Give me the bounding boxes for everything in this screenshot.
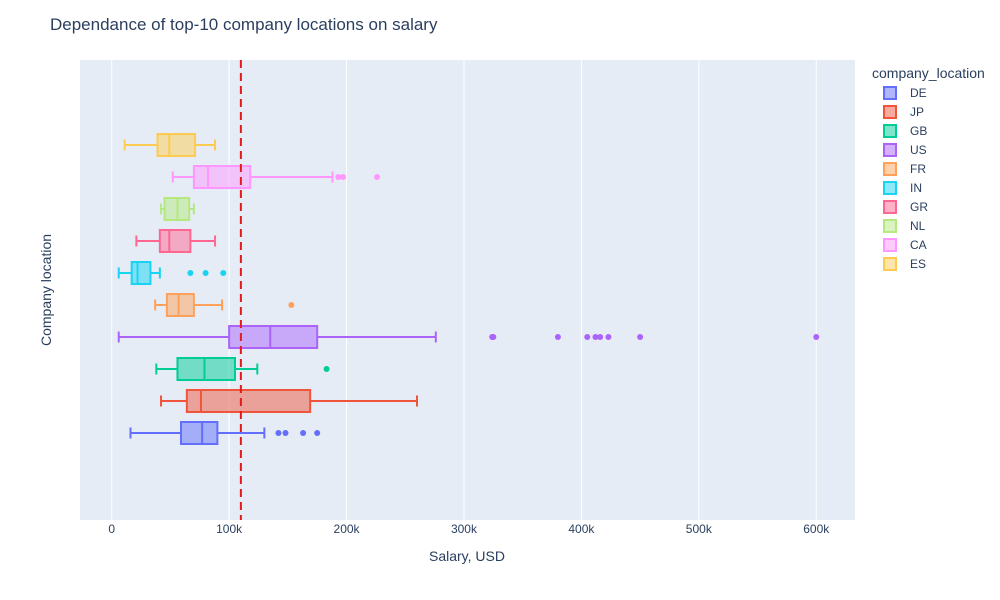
outlier-point [275, 430, 282, 436]
box-iqr [158, 229, 192, 253]
x-tick-label: 0 [108, 522, 115, 536]
outlier-point [300, 430, 307, 436]
box-gr [135, 229, 217, 253]
box-iqr [165, 293, 195, 317]
legend-item-fr: FR [883, 162, 926, 176]
legend-label: JP [910, 105, 924, 119]
legend-swatch [883, 105, 897, 119]
outlier-point [813, 334, 820, 340]
legend-swatch [883, 238, 897, 252]
legend-item-ca: CA [883, 238, 927, 252]
legend-item-gr: GR [883, 200, 928, 214]
outlier-point [282, 430, 289, 436]
legend: company_location DE JP GB US FR IN GR NL CA ES [872, 65, 985, 271]
legend-item-nl: NL [883, 219, 926, 233]
legend-swatch [883, 181, 897, 195]
legend-label: IN [910, 181, 922, 195]
box-jp [160, 389, 419, 413]
box-series [117, 133, 820, 445]
outlier-point [490, 334, 497, 340]
legend-title: company_location [872, 65, 985, 81]
box-iqr [156, 133, 197, 157]
legend-item-us: US [883, 143, 927, 157]
box-iqr [185, 389, 312, 413]
outlier-point [220, 270, 227, 276]
outlier-point [335, 174, 342, 180]
x-axis-title: Salary, USD [429, 548, 505, 564]
legend-swatch [883, 200, 897, 214]
legend-swatch [883, 219, 897, 233]
box-nl [160, 197, 195, 221]
outlier-point [314, 430, 321, 436]
outlier-point [592, 334, 599, 340]
box-iqr [176, 357, 237, 381]
outlier-point [202, 270, 209, 276]
x-tick-label: 600k [803, 522, 830, 536]
legend-label: DE [910, 86, 927, 100]
legend-item-es: ES [883, 257, 926, 271]
outlier-point [637, 334, 644, 340]
outlier-point [374, 174, 381, 180]
legend-label: GR [910, 200, 928, 214]
y-axis-title: Company location [38, 234, 54, 346]
legend-label: FR [910, 162, 926, 176]
legend-label: US [910, 143, 927, 157]
x-axis-ticks: 0 100k 200k 300k 400k 500k 600k [108, 522, 830, 536]
chart-title: Dependance of top-10 company locations o… [50, 15, 438, 34]
box-es [123, 133, 217, 157]
box-fr [154, 293, 295, 317]
legend-swatch [883, 257, 897, 271]
legend-label: NL [910, 219, 926, 233]
outlier-point [288, 302, 295, 308]
outlier-point [597, 334, 604, 340]
legend-item-gb: GB [883, 124, 927, 138]
outlier-point [187, 270, 194, 276]
outlier-point [323, 366, 330, 372]
legend-swatch [883, 162, 897, 176]
legend-item-de: DE [883, 86, 927, 100]
box-in [117, 261, 227, 285]
legend-swatch [883, 143, 897, 157]
outlier-point [340, 174, 347, 180]
outlier-point [605, 334, 612, 340]
x-tick-label: 100k [216, 522, 243, 536]
box-iqr [228, 325, 319, 349]
gridlines [111, 60, 817, 520]
x-tick-label: 500k [686, 522, 713, 536]
box-de [129, 421, 321, 445]
outlier-point [554, 334, 561, 340]
legend-label: GB [910, 124, 927, 138]
legend-item-in: IN [883, 181, 922, 195]
legend-swatch [883, 86, 897, 100]
plot-area [80, 60, 855, 520]
box-ca [171, 165, 381, 189]
legend-label: ES [910, 257, 926, 271]
legend-item-jp: JP [883, 105, 924, 119]
legend-label: CA [910, 238, 927, 252]
outlier-point [584, 334, 591, 340]
box-us [117, 325, 820, 349]
legend-swatch [883, 124, 897, 138]
x-tick-label: 300k [451, 522, 478, 536]
box-iqr [179, 421, 219, 445]
x-tick-label: 200k [334, 522, 361, 536]
box-iqr [130, 261, 152, 285]
box-gb [155, 357, 330, 381]
x-tick-label: 400k [568, 522, 595, 536]
